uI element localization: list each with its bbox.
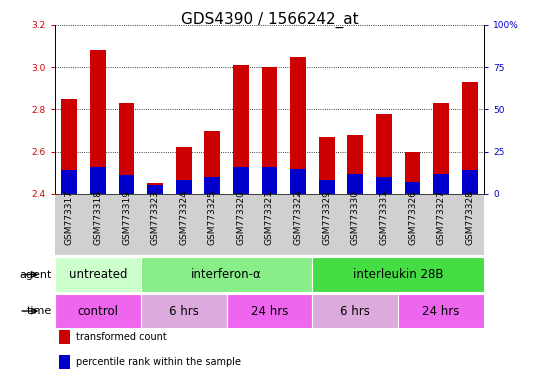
Bar xyxy=(141,257,312,292)
Bar xyxy=(290,57,306,194)
Bar xyxy=(319,137,334,194)
Bar xyxy=(147,183,163,194)
Bar xyxy=(59,330,70,344)
Bar xyxy=(398,294,484,328)
Bar xyxy=(348,174,363,194)
Bar xyxy=(462,170,477,194)
Bar xyxy=(227,294,312,328)
Bar xyxy=(62,170,77,194)
Bar xyxy=(176,147,191,194)
Bar xyxy=(376,114,392,194)
Bar xyxy=(176,180,191,194)
Bar xyxy=(119,175,134,194)
Text: 6 hrs: 6 hrs xyxy=(169,305,199,318)
Bar xyxy=(55,294,141,328)
Text: 24 hrs: 24 hrs xyxy=(422,305,460,318)
Bar xyxy=(205,131,220,194)
Text: time: time xyxy=(27,306,52,316)
Text: interferon-α: interferon-α xyxy=(191,268,262,281)
Bar xyxy=(141,294,227,328)
Bar xyxy=(376,177,392,194)
Text: control: control xyxy=(78,305,118,318)
Bar xyxy=(433,103,449,194)
Bar xyxy=(59,355,70,369)
Text: percentile rank within the sample: percentile rank within the sample xyxy=(76,357,241,367)
Bar xyxy=(312,294,398,328)
Bar xyxy=(90,50,106,194)
Text: untreated: untreated xyxy=(69,268,127,281)
Bar xyxy=(405,182,420,194)
Bar xyxy=(319,180,334,194)
Bar xyxy=(290,169,306,194)
Bar xyxy=(205,177,220,194)
Bar xyxy=(312,257,484,292)
Bar xyxy=(433,174,449,194)
Text: 6 hrs: 6 hrs xyxy=(340,305,370,318)
Bar xyxy=(119,103,134,194)
Bar xyxy=(405,152,420,194)
Bar xyxy=(55,257,141,292)
Text: agent: agent xyxy=(20,270,52,280)
Text: 24 hrs: 24 hrs xyxy=(251,305,288,318)
Bar xyxy=(262,67,277,194)
Bar xyxy=(462,82,477,194)
Bar xyxy=(147,185,163,194)
Bar xyxy=(62,99,77,194)
Bar xyxy=(233,65,249,194)
Bar xyxy=(348,135,363,194)
Bar xyxy=(90,167,106,194)
Bar xyxy=(233,167,249,194)
Text: transformed count: transformed count xyxy=(76,332,167,342)
Text: interleukin 28B: interleukin 28B xyxy=(353,268,443,281)
Bar xyxy=(262,167,277,194)
Text: GDS4390 / 1566242_at: GDS4390 / 1566242_at xyxy=(181,12,358,28)
